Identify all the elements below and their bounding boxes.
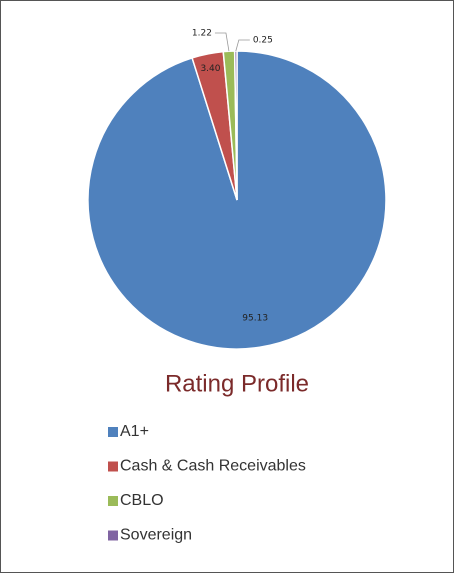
data-label: 1.22	[192, 29, 212, 39]
leader-line	[214, 32, 230, 52]
legend-swatch	[108, 496, 118, 506]
legend-swatch	[108, 530, 118, 541]
legend-label: A1+	[120, 423, 149, 440]
leader-line	[235, 39, 250, 52]
data-label: 3.40	[200, 64, 220, 74]
legend-swatch	[108, 461, 118, 472]
data-label: 0.25	[253, 36, 273, 46]
legend-label: CBLO	[120, 492, 164, 509]
legend-label: Sovereign	[120, 527, 192, 544]
data-label: 95.13	[242, 313, 268, 323]
legend-swatch	[108, 427, 118, 437]
legend-label: Cash & Cash Receivables	[120, 458, 306, 475]
chart-title: Rating Profile	[165, 370, 309, 397]
